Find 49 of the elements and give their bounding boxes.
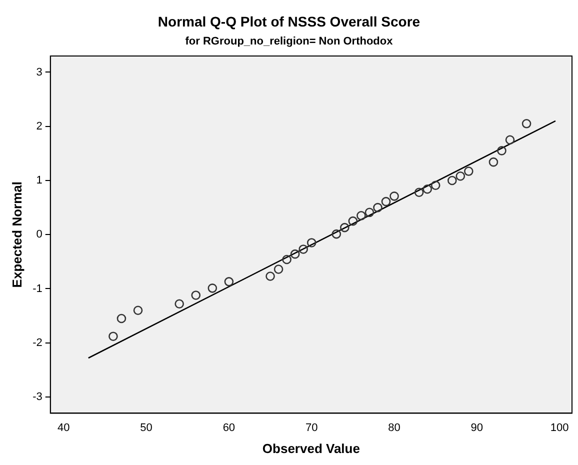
point (356, 211, 366, 220)
point (174, 299, 184, 309)
y-tick-label: -3 (32, 390, 42, 403)
x-tick-label: 80 (388, 422, 400, 434)
point (133, 306, 143, 316)
point (430, 180, 440, 190)
point (364, 208, 374, 218)
point (116, 314, 126, 324)
point (298, 244, 308, 254)
point (390, 192, 399, 201)
y-tick-label: -1 (32, 282, 42, 295)
y-tick-label: 1 (36, 174, 42, 187)
y-axis-title: Expected Normal (9, 182, 24, 288)
y-tick-label: 0 (36, 228, 42, 241)
point (373, 202, 382, 212)
point (282, 254, 292, 264)
point (208, 284, 218, 293)
point (191, 290, 201, 300)
point (266, 272, 275, 281)
point (224, 277, 234, 286)
chart-title: Normal Q-Q Plot of NSSS Overall Score (158, 13, 420, 30)
x-tick-label: 40 (57, 422, 70, 434)
point (447, 176, 457, 186)
y-tick-label: -2 (32, 336, 42, 349)
point (505, 135, 515, 145)
point (497, 146, 506, 156)
x-tick-label: 50 (140, 422, 152, 434)
x-tick-label: 70 (305, 422, 318, 434)
point (414, 188, 424, 198)
x-tick-label: 100 (550, 422, 569, 434)
y-tick-label: 2 (36, 120, 42, 132)
point (108, 332, 118, 341)
point (332, 229, 342, 239)
point (340, 222, 350, 232)
point (306, 238, 316, 248)
x-axis-title: Observed Value (262, 440, 360, 456)
point (522, 119, 532, 128)
x-tick-label: 90 (470, 422, 484, 434)
chart-subtitle: for RGroup_no_religion= Non Orthodox (185, 35, 394, 48)
point (348, 216, 358, 226)
point (290, 249, 300, 259)
point (456, 172, 466, 181)
point (381, 196, 391, 206)
x-tick-label: 60 (222, 422, 236, 434)
y-tick-label: 3 (36, 66, 42, 78)
point (488, 157, 498, 167)
point (464, 166, 474, 176)
point (422, 184, 432, 194)
point (274, 264, 284, 274)
